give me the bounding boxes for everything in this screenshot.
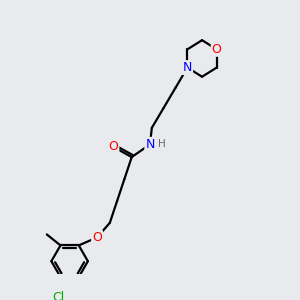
Text: O: O — [109, 140, 118, 153]
Text: Cl: Cl — [52, 291, 65, 300]
Text: H: H — [158, 139, 166, 149]
Text: N: N — [145, 138, 155, 151]
Text: N: N — [183, 61, 192, 74]
Text: O: O — [92, 231, 102, 244]
Text: O: O — [212, 43, 222, 56]
